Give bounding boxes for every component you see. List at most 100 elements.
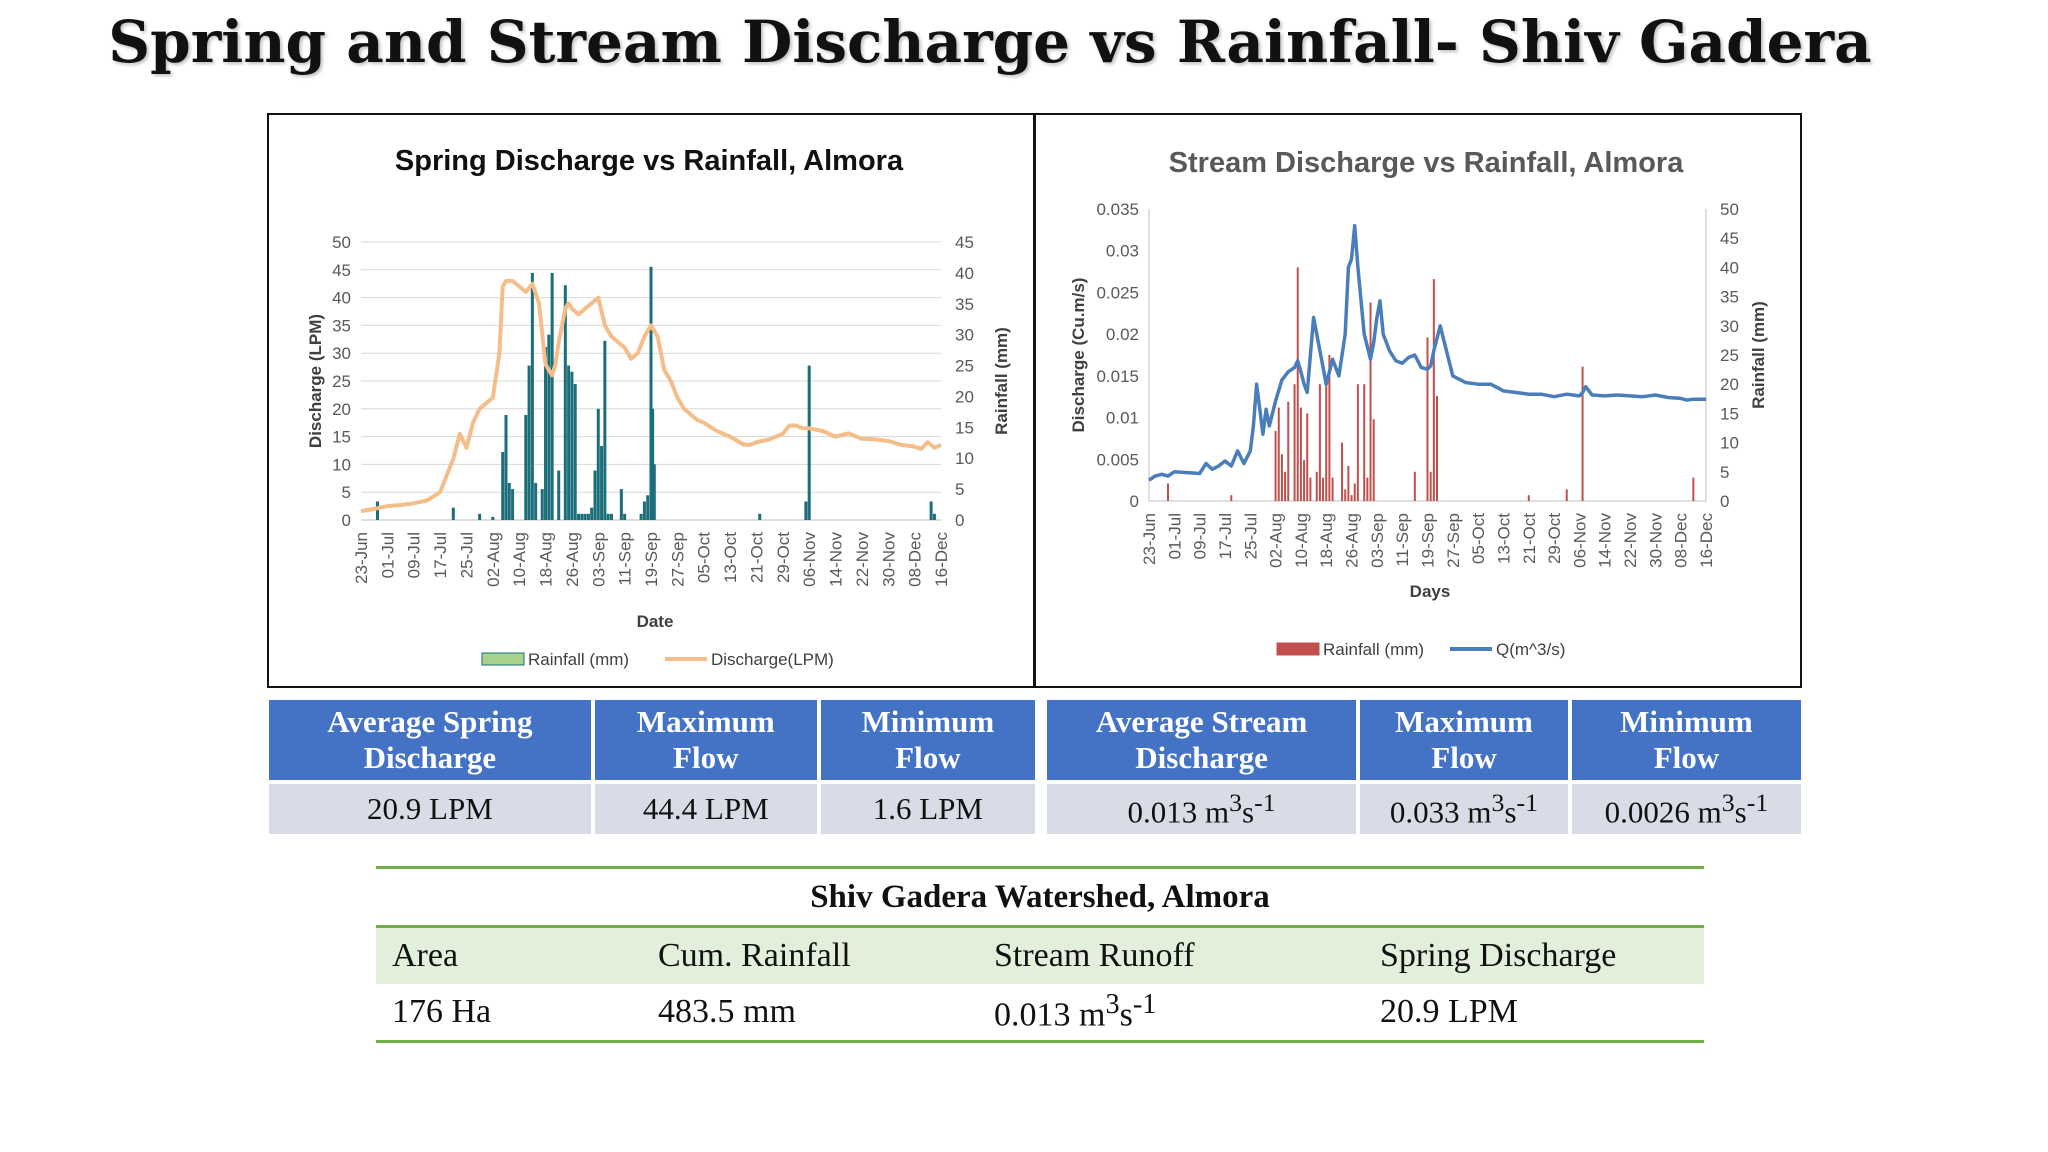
stream-chart: Stream Discharge vs Rainfall, Almora 0 0.0… — [1069, 147, 1768, 659]
y-tick-label: 15 — [332, 428, 351, 447]
x-tick-label: 26-Aug — [563, 532, 582, 587]
ws-rainfall: 483.5 mm — [658, 993, 796, 1030]
y-tick-label: 5 — [342, 483, 351, 502]
rainfall-bar — [804, 501, 808, 520]
x-tick-label: 29-Oct — [1545, 513, 1564, 564]
y2-tick-label: 0 — [1720, 492, 1729, 511]
rainfall-bar — [1347, 465, 1350, 501]
y2-tick-label: 30 — [955, 326, 974, 345]
x-tick-label: 02-Aug — [484, 532, 503, 587]
x-tick-label: 22-Nov — [1621, 513, 1640, 568]
y-tick-label: 0.01 — [1106, 409, 1139, 428]
y2-tick-label: 40 — [1720, 258, 1739, 277]
rainfall-bar — [1306, 413, 1309, 501]
rainfall-bar — [567, 365, 571, 520]
stats-header: Average Stream Discharge — [1047, 700, 1357, 780]
ws-header-spring: Spring Discharge — [1380, 937, 1617, 974]
y-tick-label: 0 — [1130, 492, 1139, 511]
rainfall-bar — [1363, 384, 1366, 501]
x-tick-label: 18-Aug — [1317, 513, 1336, 568]
rainfall-bar — [1328, 355, 1331, 501]
rainfall-bar — [504, 414, 508, 520]
y2-tick-label: 45 — [955, 233, 974, 252]
x-tick-label: 02-Aug — [1267, 513, 1286, 568]
x-tick-label: 30-Nov — [879, 532, 898, 587]
x-tick-label: 26-Aug — [1343, 513, 1362, 568]
rainfall-bar — [573, 384, 577, 520]
chart-title: Spring Discharge vs Rainfall, Almora — [395, 145, 904, 177]
stats-header: Maximum Flow — [594, 700, 817, 780]
ws-header-area: Area — [392, 937, 459, 974]
x-tick-label: 19-Sep — [642, 532, 661, 587]
y2-tick-label: 25 — [955, 357, 974, 376]
y2-tick-label: 50 — [1720, 200, 1739, 219]
x-axis-label: Days — [1410, 582, 1451, 601]
stats-header-row: Average Stream Discharge Maximum Flow Mini… — [1047, 700, 1801, 780]
rainfall-bar — [550, 272, 554, 520]
x-tick-label: 25-Jul — [1241, 513, 1260, 559]
rainfall-bar — [606, 513, 610, 520]
rainfall-bar — [1429, 471, 1432, 501]
rainfall-bar — [1369, 302, 1372, 501]
slide-title: Spring and Stream Discharge vs Rainfall-… — [108, 8, 1872, 76]
rainfall-bar — [1581, 366, 1584, 501]
rainfall-bar — [1353, 483, 1356, 501]
rainfall-bar — [932, 513, 936, 520]
rainfall-bar — [586, 513, 590, 520]
x-tick-label: 05-Oct — [1469, 513, 1488, 564]
y-tick-label: 0.005 — [1096, 450, 1139, 469]
chart-title: Stream Discharge vs Rainfall, Almora — [1169, 147, 1685, 179]
rainfall-bar — [557, 470, 561, 520]
rainfall-bar — [1350, 495, 1353, 501]
x-tick-label: 23-Jun — [1140, 513, 1159, 565]
legend-swatch-rainfall — [481, 652, 525, 666]
rainfall-bar — [527, 365, 531, 520]
y-tick-label: 10 — [332, 455, 351, 474]
rainfall-bar — [1274, 430, 1277, 501]
y-tick-label: 0.03 — [1106, 242, 1139, 261]
x-tick-label: 19-Sep — [1419, 513, 1438, 568]
y2-tick-label: 5 — [1720, 463, 1729, 482]
spring-chart: Spring Discharge vs Rainfall, Almora 0 5 10… — [306, 145, 1011, 669]
rainfall-bar — [544, 347, 548, 520]
y2-axis-label: Rainfall (mm) — [992, 327, 1011, 435]
rainfall-bar — [547, 334, 551, 520]
y-tick-label: 40 — [332, 289, 351, 308]
discharge-line — [360, 278, 942, 514]
rainfall-bar — [1277, 407, 1280, 501]
rainfall-bar — [580, 513, 584, 520]
rainfall-bar — [375, 501, 379, 520]
rainfall-bar — [1287, 401, 1290, 501]
x-tick-label: 03-Sep — [1368, 513, 1387, 568]
rainfall-bar — [929, 501, 933, 520]
x-tick-label: 30-Nov — [1646, 513, 1665, 568]
rainfall-bar — [1166, 483, 1169, 501]
x-tick-label: 25-Jul — [457, 532, 476, 578]
ws-area: 176 Ha — [392, 993, 492, 1030]
rainfall-bar — [1230, 495, 1233, 501]
stats-header: Minimum Flow — [820, 700, 1035, 780]
y2-tick-label: 40 — [955, 264, 974, 283]
y-tick-label: 25 — [332, 372, 351, 391]
x-tick-label: 06-Nov — [1570, 513, 1589, 568]
y-tick-label: 0 — [342, 511, 351, 530]
rainfall-bar — [478, 513, 482, 520]
rainfall-bar — [600, 445, 604, 520]
rainfall-bar — [1315, 471, 1318, 501]
x-tick-label: 03-Sep — [589, 532, 608, 587]
stats-header: Minimum Flow — [1571, 700, 1801, 780]
rainfall-bar — [758, 513, 762, 520]
rainfall-bar — [511, 489, 515, 520]
rainfall-bar — [1293, 384, 1296, 501]
y2-tick-label: 15 — [1720, 404, 1739, 423]
y2-tick-label: 30 — [1720, 317, 1739, 336]
watershed-table: Shiv Gadera Watershed, Almora Area Cum. … — [376, 866, 1704, 1043]
y2-tick-label: 25 — [1720, 346, 1739, 365]
rainfall-bar — [1426, 337, 1429, 501]
rainfall-bar — [623, 513, 627, 520]
rainfall-bar — [651, 408, 655, 520]
stats-header-row: Average Spring Discharge Maximum Flow Mini… — [269, 700, 1035, 780]
rainfall-bar — [524, 414, 528, 520]
y-axis-label: Discharge (Cu.m/s) — [1069, 278, 1088, 433]
spring-stats-table: Average Spring Discharge Maximum Flow Mini… — [265, 696, 1039, 838]
